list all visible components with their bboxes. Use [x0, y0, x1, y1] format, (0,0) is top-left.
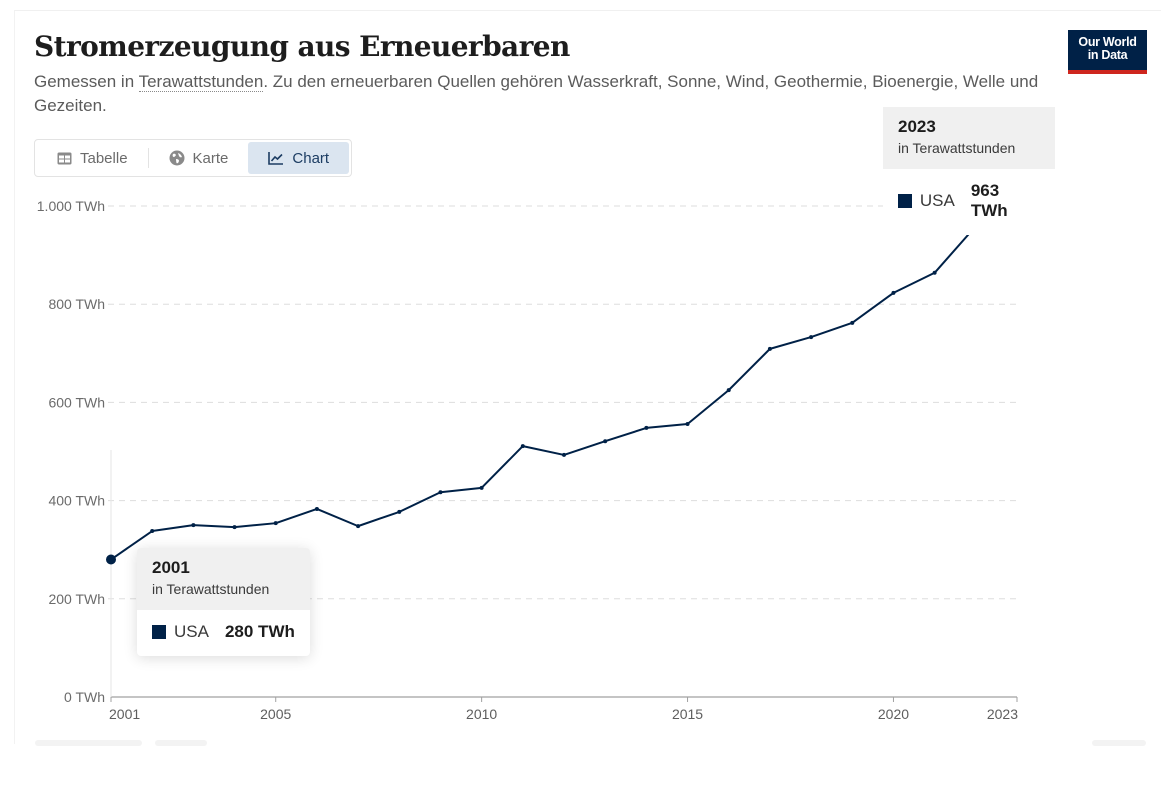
subtitle-text-rest: . Zu den erneuerbaren Quellen gehören Wa…: [34, 72, 1039, 115]
logo-line-2: in Data: [1087, 48, 1128, 62]
y-tick-label: 200 TWh: [48, 591, 105, 607]
tooltip-end-value: 2023 in Terawattstunden USA 963 TWh: [883, 107, 1055, 235]
tooltip-value: 963 TWh: [970, 181, 1008, 220]
chart-frame: [14, 10, 1161, 744]
x-tick-label: 2001: [109, 706, 140, 722]
data-point: [397, 509, 402, 514]
tab-map[interactable]: Karte: [149, 142, 249, 174]
tab-table-label: Tabelle: [80, 149, 128, 167]
tooltip-header: 2001 in Terawattstunden: [137, 548, 310, 610]
unit-definition-link[interactable]: Terawattstunden: [138, 72, 264, 92]
tooltip-row: USA 280 TWh: [137, 610, 310, 656]
data-point: [438, 490, 443, 495]
tooltip-entity: USA: [174, 622, 209, 641]
tooltip-unit: in Terawattstunden: [152, 581, 270, 597]
data-point: [356, 524, 361, 529]
tooltip-entity: USA: [919, 191, 955, 210]
data-point: [314, 506, 319, 511]
x-tick-label: 2015: [672, 706, 703, 722]
tooltip-value: 280 TWh: [224, 622, 295, 641]
data-point: [603, 439, 608, 444]
tab-table[interactable]: Tabelle: [37, 142, 148, 174]
chart-title: Stromerzeugung aus Erneuerbaren: [34, 30, 570, 63]
tooltip-year: 2001: [152, 558, 190, 577]
footer-control-placeholder[interactable]: [35, 740, 142, 746]
y-tick-label: 600 TWh: [48, 394, 105, 410]
data-point: [191, 523, 196, 528]
y-axis: 0 TWh 200 TWh 400 TWh 600 TWh 800 TWh 1.000 T…: [37, 198, 105, 705]
x-tick-label: 2020: [878, 706, 909, 722]
tab-chart-label: Chart: [292, 149, 330, 167]
y-tick-label: 1.000 TWh: [37, 198, 105, 214]
data-point: [644, 425, 649, 430]
logo-line-1: Our World: [1078, 35, 1137, 49]
data-point: [726, 388, 731, 393]
chart-subtitle: Gemessen in Terawattstunden. Zu den erne…: [34, 70, 1064, 118]
series-line: [110, 223, 1018, 561]
y-tick-label: 0 TWh: [64, 689, 105, 705]
view-tabs: Tabelle Karte Chart: [34, 139, 353, 177]
subtitle-text: Gemessen in: [34, 72, 139, 91]
tooltip-unit: in Terawattstunden: [898, 140, 1016, 156]
series-color-swatch: [898, 194, 912, 208]
gridlines: [108, 205, 1017, 600]
data-point: [891, 290, 896, 295]
tooltip-row: USA 963 TWh: [883, 169, 1055, 235]
line-chart-icon: [268, 151, 284, 165]
data-point: [562, 452, 566, 457]
data-point: [685, 422, 690, 427]
series-color-swatch: [152, 625, 166, 639]
tooltip-year: 2023: [898, 117, 936, 136]
data-point: [850, 320, 855, 325]
data-point: [150, 529, 155, 534]
tab-chart[interactable]: Chart: [248, 142, 350, 174]
x-tick-label: 2023: [987, 706, 1018, 722]
data-point: [232, 525, 237, 530]
highlighted-point: [106, 554, 116, 565]
tooltip-hover: 2001 in Terawattstunden USA 280 TWh: [137, 548, 310, 656]
data-point: [479, 485, 484, 490]
data-point: [767, 346, 772, 351]
x-axis: 2001 2005 2010 2015 2020 2023: [109, 696, 1018, 722]
data-point: [520, 444, 525, 449]
y-tick-label: 400 TWh: [48, 493, 105, 509]
data-point: [809, 335, 814, 340]
data-point: [273, 521, 278, 526]
owid-logo[interactable]: Our World in Data: [1068, 30, 1147, 74]
globe-icon: [169, 150, 185, 166]
tab-map-label: Karte: [192, 149, 229, 167]
tooltip-header: 2023 in Terawattstunden: [883, 107, 1055, 169]
x-tick-label: 2010: [466, 706, 497, 722]
footer-control-placeholder[interactable]: [155, 740, 207, 746]
x-tick-label: 2005: [260, 706, 291, 722]
footer-control-placeholder[interactable]: [1092, 740, 1146, 746]
tab-divider: [147, 148, 149, 168]
y-tick-label: 800 TWh: [48, 296, 105, 312]
series-usa[interactable]: USA: [106, 216, 1051, 565]
table-icon: [57, 152, 72, 165]
data-point: [932, 270, 937, 275]
